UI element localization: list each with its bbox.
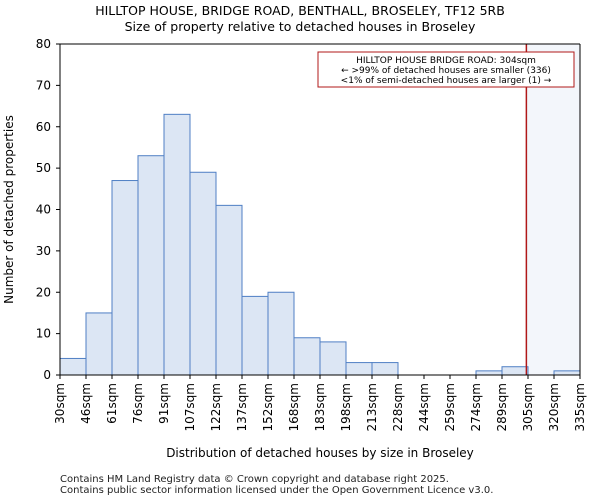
x-axis-title: Distribution of detached houses by size … bbox=[166, 446, 474, 460]
x-tick-label: 289sqm bbox=[495, 383, 509, 431]
x-tick-label: 320sqm bbox=[547, 383, 561, 431]
histogram-bar-61sqm bbox=[111, 180, 139, 376]
x-tick-label: 122sqm bbox=[209, 383, 223, 431]
chart-title-line-2: Size of property relative to detached ho… bbox=[124, 19, 476, 34]
histogram-bar-198sqm bbox=[345, 362, 373, 376]
x-tick-label: 168sqm bbox=[287, 383, 301, 431]
y-tick-label: 10 bbox=[36, 327, 51, 341]
y-tick-label: 30 bbox=[36, 244, 51, 258]
histogram-bar-76sqm bbox=[137, 155, 165, 376]
x-tick-label: 213sqm bbox=[365, 383, 379, 431]
x-tick-label: 61sqm bbox=[105, 383, 119, 424]
y-axis-title: Number of detached properties bbox=[2, 115, 16, 304]
histogram-bar-46sqm bbox=[85, 312, 113, 376]
histogram-bar-289sqm bbox=[501, 366, 529, 376]
x-tick-label: 244sqm bbox=[417, 383, 431, 431]
x-tick-label: 274sqm bbox=[469, 383, 483, 431]
x-tick-label: 46sqm bbox=[79, 383, 93, 424]
y-tick-label: 50 bbox=[36, 161, 51, 175]
footer-licence: Contains public sector information licen… bbox=[60, 485, 494, 496]
x-tick-label: 30sqm bbox=[53, 383, 67, 424]
x-tick-label: 198sqm bbox=[339, 383, 353, 431]
annotation-line-2: ← >99% of detached houses are smaller (3… bbox=[341, 66, 551, 76]
histogram-bar-320sqm bbox=[553, 370, 581, 376]
histogram-bar-152sqm bbox=[267, 291, 295, 376]
histogram-bar-274sqm bbox=[475, 370, 503, 376]
histogram-bar-213sqm bbox=[371, 362, 399, 376]
annotation-box bbox=[317, 51, 575, 88]
x-tick-label: 107sqm bbox=[183, 383, 197, 431]
x-tick-label: 228sqm bbox=[391, 383, 405, 431]
y-tick-label: 40 bbox=[36, 203, 51, 217]
histogram-bar-30sqm bbox=[59, 357, 87, 376]
x-tick-label: 335sqm bbox=[573, 383, 587, 431]
x-tick-label: 152sqm bbox=[261, 383, 275, 431]
y-tick-label: 0 bbox=[43, 368, 51, 382]
highlight-region bbox=[526, 44, 580, 375]
y-tick-label: 20 bbox=[36, 285, 51, 299]
x-tick-label: 76sqm bbox=[131, 383, 145, 424]
footer-copyright: Contains HM Land Registry data © Crown c… bbox=[60, 474, 449, 485]
x-tick-label: 183sqm bbox=[313, 383, 327, 431]
histogram-bar-107sqm bbox=[189, 171, 217, 376]
y-tick-label: 80 bbox=[36, 37, 51, 51]
y-tick-label: 70 bbox=[36, 78, 51, 92]
x-tick-label: 305sqm bbox=[521, 383, 535, 431]
histogram-bar-91sqm bbox=[163, 113, 191, 376]
annotation-line-1: HILLTOP HOUSE BRIDGE ROAD: 304sqm bbox=[356, 56, 536, 66]
x-tick-label: 259sqm bbox=[443, 383, 457, 431]
histogram-bar-183sqm bbox=[319, 341, 347, 376]
x-tick-label: 137sqm bbox=[235, 383, 249, 431]
y-tick-label: 60 bbox=[36, 120, 51, 134]
histogram-bar-122sqm bbox=[215, 204, 243, 376]
histogram-bar-137sqm bbox=[241, 295, 269, 376]
annotation-line-3: <1% of semi-detached houses are larger (… bbox=[341, 76, 552, 86]
x-tick-label: 91sqm bbox=[157, 383, 171, 424]
chart-title-line-1: HILLTOP HOUSE, BRIDGE ROAD, BENTHALL, BR… bbox=[95, 3, 505, 18]
histogram-bar-168sqm bbox=[293, 337, 321, 376]
